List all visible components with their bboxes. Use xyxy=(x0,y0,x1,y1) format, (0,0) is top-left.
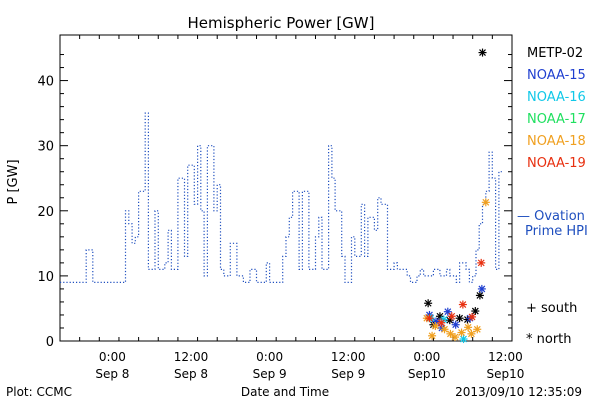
legend-item-noaa-18: NOAA-18 xyxy=(527,134,586,149)
legend-north: * north xyxy=(526,332,572,347)
data-point-noaa-19 xyxy=(477,258,486,267)
x-tick-label-date: Sep 8 xyxy=(174,367,208,381)
marker-stroke xyxy=(476,292,484,299)
data-point-noaa-19 xyxy=(437,318,446,327)
marker-stroke xyxy=(451,333,459,341)
marker-stroke xyxy=(468,313,476,321)
x-tick-label-time: 0:00 xyxy=(99,350,126,364)
marker-stroke xyxy=(436,312,444,320)
legend-hpi-line1: — Ovation xyxy=(517,209,585,224)
y-tick-label: 0 xyxy=(46,335,54,350)
data-point-noaa-15 xyxy=(451,320,460,329)
data-point-metp-02 xyxy=(478,48,487,57)
marker-stroke xyxy=(471,307,479,315)
x-axis-label: Date and Time xyxy=(241,385,329,399)
marker-stroke xyxy=(477,259,485,267)
data-point-noaa-16 xyxy=(459,335,468,344)
marker-stroke xyxy=(459,301,467,308)
marker-stroke xyxy=(473,325,481,333)
marker-stroke xyxy=(426,314,433,322)
y-tick-label: 40 xyxy=(37,75,54,90)
data-point-metp-02 xyxy=(471,307,480,316)
marker-stroke xyxy=(441,325,448,333)
data-point-noaa-19 xyxy=(468,312,477,321)
legend-item-noaa-15: NOAA-15 xyxy=(527,68,586,83)
legend-item-noaa-16: NOAA-16 xyxy=(527,90,586,105)
data-point-noaa-18 xyxy=(473,325,482,334)
hpi-line xyxy=(60,112,503,283)
marker-stroke xyxy=(478,285,486,293)
data-point-noaa-18 xyxy=(451,333,460,342)
marker-stroke xyxy=(424,299,432,307)
marker-stroke xyxy=(464,323,472,331)
data-point-noaa-18 xyxy=(440,325,449,334)
y-tick-label: 10 xyxy=(37,270,54,285)
x-tick-label-date: Sep10 xyxy=(408,367,446,381)
data-point-noaa-19 xyxy=(458,300,467,309)
data-point-metp-02 xyxy=(424,299,433,308)
x-tick-label-time: 12:00 xyxy=(331,350,366,364)
x-tick-label-date: Sep 9 xyxy=(331,367,365,381)
legend-item-metp-02: METP-02 xyxy=(527,46,583,61)
marker-stroke xyxy=(482,198,490,206)
x-tick-label-date: Sep 9 xyxy=(253,367,287,381)
legend-hpi-line2: Prime HPI xyxy=(525,224,588,239)
chart-title: Hemispheric Power [GW] xyxy=(188,14,375,32)
marker-stroke xyxy=(432,318,440,325)
y-axis-label: P [GW] xyxy=(6,159,21,204)
data-point-noaa-19 xyxy=(425,314,434,323)
y-tick-label: 20 xyxy=(37,205,54,220)
legend-south: + south xyxy=(526,301,577,316)
x-tick-label-time: 0:00 xyxy=(256,350,283,364)
marker-stroke xyxy=(458,329,465,336)
legend-item-noaa-17: NOAA-17 xyxy=(527,112,586,127)
marker-stroke xyxy=(428,332,436,340)
marker-stroke xyxy=(448,312,456,320)
legend: METP-02 NOAA-15 NOAA-16 NOAA-17 NOAA-18 NOAA-… xyxy=(517,46,588,347)
footer-timestamp: 2013/09/10 12:35:09 xyxy=(455,385,582,399)
data-point-noaa-18 xyxy=(467,329,476,338)
marker-stroke xyxy=(467,330,475,338)
plot-frame xyxy=(59,34,513,342)
data-point-noaa-18 xyxy=(428,331,437,340)
footer-credit: Plot: CCMC xyxy=(6,385,72,399)
x-tick-label-time: 12:00 xyxy=(488,350,523,364)
data-point-noaa-15 xyxy=(477,284,486,293)
marker-stroke xyxy=(437,319,445,327)
data-point-metp-02 xyxy=(475,291,484,300)
data-point-metp-02 xyxy=(455,314,464,323)
marker-stroke xyxy=(446,330,454,338)
y-tick-label: 30 xyxy=(37,140,54,155)
x-axis: 0:00 Sep 8 12:00 Sep 8 0:00 Sep 9 12:00 Sep 9 0:… xyxy=(59,35,525,381)
marker-stroke xyxy=(460,335,467,343)
marker-stroke xyxy=(452,321,460,329)
y-axis: 0 10 20 30 40 xyxy=(37,54,512,350)
marker-stroke xyxy=(431,322,439,330)
marker-stroke xyxy=(444,308,452,316)
data-point-noaa-18 xyxy=(431,322,440,331)
data-point-noaa-18 xyxy=(457,328,466,337)
x-tick-label-time: 0:00 xyxy=(413,350,440,364)
marker-stroke xyxy=(479,49,486,57)
marker-stroke xyxy=(456,314,464,322)
legend-item-noaa-19: NOAA-19 xyxy=(527,156,586,171)
x-tick-label-date: Sep 8 xyxy=(95,367,129,381)
data-point-noaa-18 xyxy=(481,198,490,207)
x-tick-label-time: 12:00 xyxy=(174,350,209,364)
data-point-noaa-18 xyxy=(446,329,455,338)
x-tick-label-date: Sep10 xyxy=(487,367,525,381)
series-layer xyxy=(60,48,503,344)
data-point-noaa-19 xyxy=(447,312,456,321)
data-point-noaa-18 xyxy=(464,323,473,332)
